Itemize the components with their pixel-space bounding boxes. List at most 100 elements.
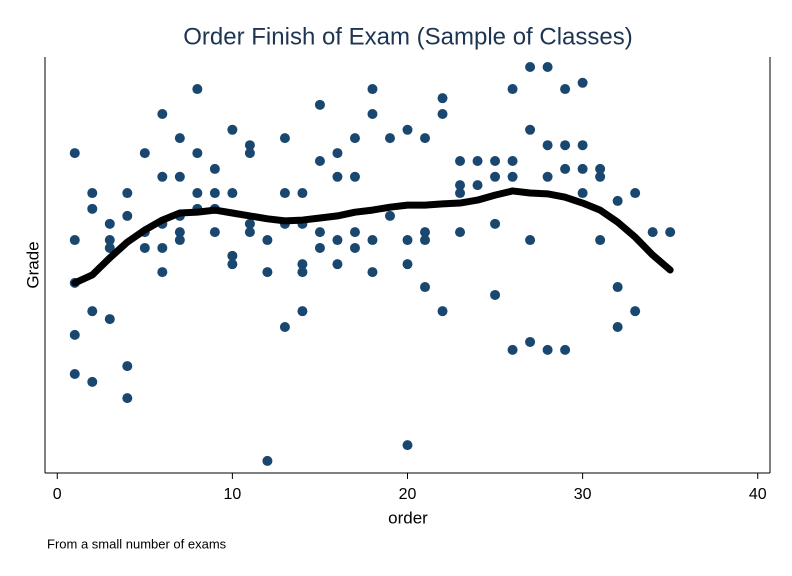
point — [455, 188, 466, 199]
point — [174, 227, 185, 238]
point — [122, 361, 133, 372]
point — [542, 171, 553, 182]
point — [560, 163, 571, 174]
point — [437, 306, 448, 317]
point — [577, 77, 588, 88]
point — [209, 227, 220, 238]
x-tick-label: 30 — [574, 486, 592, 503]
point — [227, 250, 238, 261]
point — [87, 188, 98, 199]
point — [560, 84, 571, 95]
point — [595, 163, 606, 174]
point — [630, 306, 641, 317]
point — [209, 188, 220, 199]
point — [542, 140, 553, 151]
point — [490, 171, 501, 182]
point — [69, 148, 80, 159]
point — [367, 108, 378, 119]
point — [104, 218, 115, 229]
point — [227, 188, 238, 199]
point — [262, 235, 273, 246]
point — [490, 289, 501, 300]
point — [297, 267, 308, 278]
point — [279, 133, 290, 144]
point — [507, 84, 518, 95]
point — [384, 210, 395, 221]
smooth-line — [71, 187, 674, 287]
point — [437, 108, 448, 119]
point — [332, 259, 343, 270]
point — [332, 171, 343, 182]
point — [490, 156, 501, 166]
point — [455, 156, 466, 166]
point — [122, 393, 133, 404]
point — [349, 227, 360, 238]
point — [192, 188, 203, 199]
point — [314, 99, 325, 110]
point — [490, 218, 501, 229]
point — [420, 227, 431, 238]
point — [262, 455, 273, 466]
point — [612, 321, 623, 332]
point — [630, 188, 641, 199]
point — [332, 148, 343, 159]
point — [612, 195, 623, 206]
point — [560, 140, 571, 151]
y-axis-label: Grade — [23, 241, 42, 288]
point — [279, 188, 290, 199]
point — [69, 235, 80, 246]
point — [297, 188, 308, 199]
point — [297, 306, 308, 317]
point — [525, 235, 536, 246]
point — [122, 210, 133, 221]
point — [665, 227, 676, 238]
point — [595, 171, 606, 182]
point — [367, 84, 378, 95]
point — [314, 156, 325, 166]
point — [507, 156, 518, 166]
point — [87, 306, 98, 317]
point — [437, 93, 448, 104]
point — [297, 259, 308, 270]
point — [262, 267, 273, 278]
point — [402, 440, 413, 451]
point — [577, 140, 588, 151]
point — [332, 235, 343, 246]
point — [227, 124, 238, 135]
point — [279, 321, 290, 332]
point — [472, 156, 483, 166]
point — [192, 148, 203, 159]
point — [455, 180, 466, 191]
point — [542, 344, 553, 355]
point — [87, 376, 98, 387]
point — [577, 163, 588, 174]
point — [560, 344, 571, 355]
point — [542, 61, 553, 72]
point — [122, 188, 133, 199]
point — [314, 242, 325, 253]
point — [525, 61, 536, 72]
point — [157, 242, 168, 253]
point — [69, 368, 80, 379]
point — [174, 235, 185, 246]
note: From a small number of exams — [47, 536, 227, 551]
point — [384, 133, 395, 144]
point — [420, 282, 431, 293]
x-axis-label: order — [388, 508, 428, 527]
point — [244, 218, 255, 229]
point — [157, 171, 168, 182]
point — [577, 188, 588, 199]
x-tick-label: 0 — [53, 486, 62, 503]
point — [244, 227, 255, 238]
point — [402, 235, 413, 246]
point — [87, 203, 98, 214]
point — [244, 148, 255, 159]
x-tick-label: 40 — [749, 486, 767, 503]
point — [402, 124, 413, 135]
point — [349, 242, 360, 253]
point — [367, 267, 378, 278]
point — [174, 171, 185, 182]
point — [612, 282, 623, 293]
